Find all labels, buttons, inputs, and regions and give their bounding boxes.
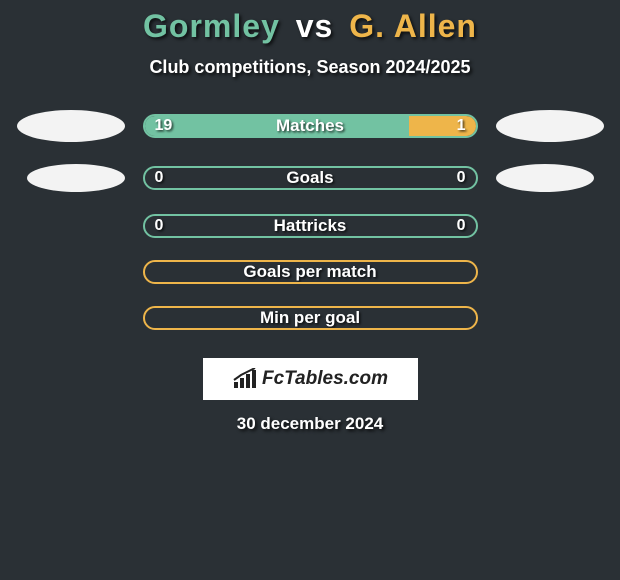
player2-badge: [496, 110, 604, 142]
stat-label: Goals: [145, 168, 476, 188]
stat-label: Hattricks: [145, 216, 476, 236]
stat-bar: Goals per match: [143, 260, 478, 284]
stat-bar: 00Goals: [143, 166, 478, 190]
logo: FcTables.com: [232, 368, 388, 390]
player1-name: Gormley: [143, 8, 280, 44]
stat-bar: Min per goal: [143, 306, 478, 330]
stat-row: 191Matches: [17, 110, 604, 142]
subtitle: Club competitions, Season 2024/2025: [149, 57, 470, 78]
stat-row: Goals per match: [17, 260, 604, 284]
stat-bar: 191Matches: [143, 114, 478, 138]
date: 30 december 2024: [237, 414, 384, 434]
player2-badge: [496, 164, 594, 192]
stat-row: Min per goal: [17, 306, 604, 330]
stat-row: 00Goals: [17, 164, 604, 192]
bars-container: 191Matches 00Goals 00Hattricks Goals per ma…: [17, 110, 604, 352]
vs-text: vs: [296, 8, 334, 44]
player1-badge: [27, 164, 125, 192]
stat-bar: 00Hattricks: [143, 214, 478, 238]
player2-name: G. Allen: [349, 8, 477, 44]
stat-label: Matches: [145, 116, 476, 136]
comparison-infographic: Gormley vs G. Allen Club competitions, S…: [0, 0, 620, 434]
logo-text: FcTables.com: [262, 368, 388, 390]
logo-box: FcTables.com: [203, 358, 418, 400]
stat-label: Min per goal: [145, 308, 476, 328]
stat-row: 00Hattricks: [17, 214, 604, 238]
stat-label: Goals per match: [145, 262, 476, 282]
chart-icon: [232, 368, 258, 390]
title: Gormley vs G. Allen: [143, 8, 477, 45]
player1-badge: [17, 110, 125, 142]
